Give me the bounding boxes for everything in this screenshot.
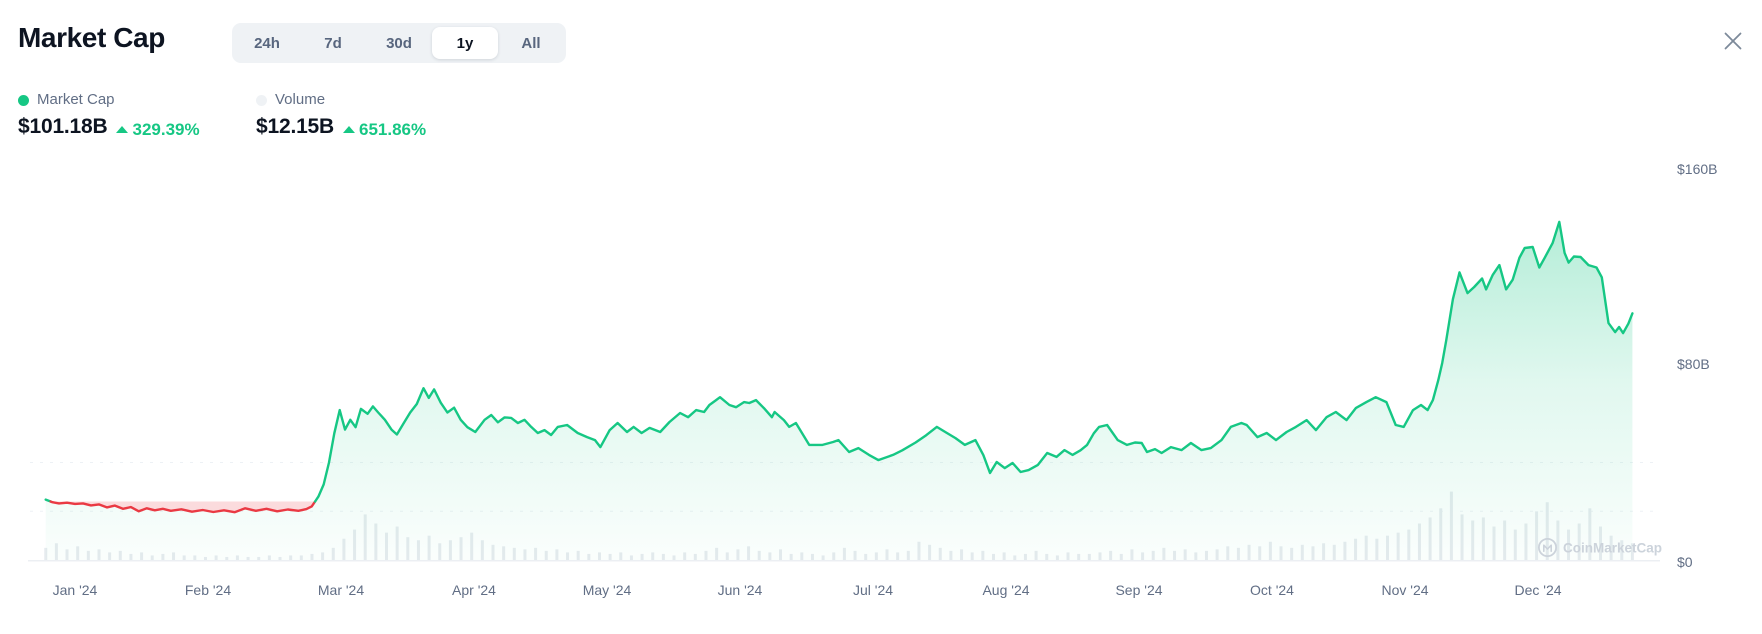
market-cap-change: 329.39% [132, 119, 200, 139]
watermark-text: CoinMarketCap [1563, 541, 1662, 556]
market-cap-dot-icon [18, 94, 29, 106]
coinmarketcap-logo-icon [1537, 537, 1558, 558]
volume-change: 651.86% [359, 119, 427, 139]
month-label: Aug '24 [982, 582, 1030, 598]
month-label: Feb '24 [184, 582, 232, 598]
legend-item-volume[interactable]: Volume $12.15B 651.86% [256, 92, 426, 140]
decline-fill [50, 501, 316, 513]
month-label: Nov '24 [1381, 582, 1429, 598]
tab-30d[interactable]: 30d [366, 27, 432, 59]
month-label: Sep '24 [1115, 582, 1163, 598]
market-cap-area-fill [45, 221, 1633, 560]
market-cap-change-badge: 329.39% [116, 119, 200, 140]
volume-change-badge: 651.86% [343, 120, 426, 140]
tab-all[interactable]: All [498, 27, 564, 59]
month-label: May '24 [582, 582, 632, 598]
volume-dot-icon [256, 94, 267, 106]
close-button[interactable] [1718, 26, 1748, 56]
month-label: Jun '24 [717, 582, 763, 598]
month-label: Mar '24 [317, 582, 365, 598]
market-cap-line-advance [313, 220, 1634, 503]
month-label: Dec '24 [1514, 582, 1562, 598]
legend-label: Market Cap [37, 91, 115, 108]
y-axis-label: $0 [1677, 554, 1693, 570]
up-triangle-icon [116, 126, 129, 133]
time-range-tabs: 24h 7d 30d 1y All [232, 23, 566, 63]
market-cap-line-decline [49, 500, 317, 514]
month-label: Jul '24 [852, 582, 894, 598]
y-axis-label: $160B [1677, 161, 1718, 177]
close-icon [1724, 32, 1742, 50]
page-title: Market Cap [18, 22, 165, 53]
tab-1y[interactable]: 1y [432, 27, 498, 59]
legend-label: Volume [275, 91, 326, 108]
month-label: Jan '24 [52, 582, 98, 598]
up-triangle-icon [343, 126, 355, 133]
market-cap-value: $101.18B [18, 115, 108, 138]
y-axis-label: $80B [1677, 356, 1710, 372]
legend-item-market-cap[interactable]: Market Cap $101.18B 329.39% [18, 92, 200, 140]
volume-value: $12.15B [256, 115, 334, 138]
tab-24h[interactable]: 24h [234, 27, 300, 59]
month-label: Apr '24 [452, 582, 496, 598]
tab-7d[interactable]: 7d [300, 27, 366, 59]
coinmarketcap-watermark: CoinMarketCap [1537, 537, 1662, 558]
month-label: Oct '24 [1250, 582, 1294, 598]
